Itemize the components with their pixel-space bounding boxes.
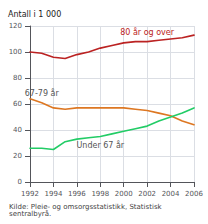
svg-text:2004: 2004 [162, 190, 180, 198]
svg-text:67-79 år: 67-79 år [25, 88, 60, 98]
svg-text:1994: 1994 [45, 190, 63, 198]
svg-text:2006: 2006 [185, 190, 203, 198]
svg-text:sentralbyrå.: sentralbyrå. [9, 209, 51, 218]
svg-text:60: 60 [13, 100, 22, 108]
svg-text:1996: 1996 [68, 190, 86, 198]
svg-text:80: 80 [13, 74, 22, 82]
svg-text:2000: 2000 [115, 190, 133, 198]
svg-text:Antall i 1 000: Antall i 1 000 [8, 10, 61, 19]
svg-text:0: 0 [18, 178, 22, 186]
svg-text:20: 20 [13, 152, 22, 160]
svg-text:1992: 1992 [21, 190, 39, 198]
svg-text:120: 120 [9, 22, 22, 30]
svg-text:1998: 1998 [91, 190, 109, 198]
svg-text:Kilde: Pleie- og omsorgsstatis: Kilde: Pleie- og omsorgsstatistikk, Stat… [9, 202, 164, 211]
svg-text:2002: 2002 [138, 190, 156, 198]
svg-text:40: 40 [13, 126, 22, 134]
svg-text:80 år og over: 80 år og over [120, 27, 175, 37]
svg-text:100: 100 [9, 48, 22, 56]
svg-text:Under 67 år: Under 67 år [76, 140, 124, 150]
